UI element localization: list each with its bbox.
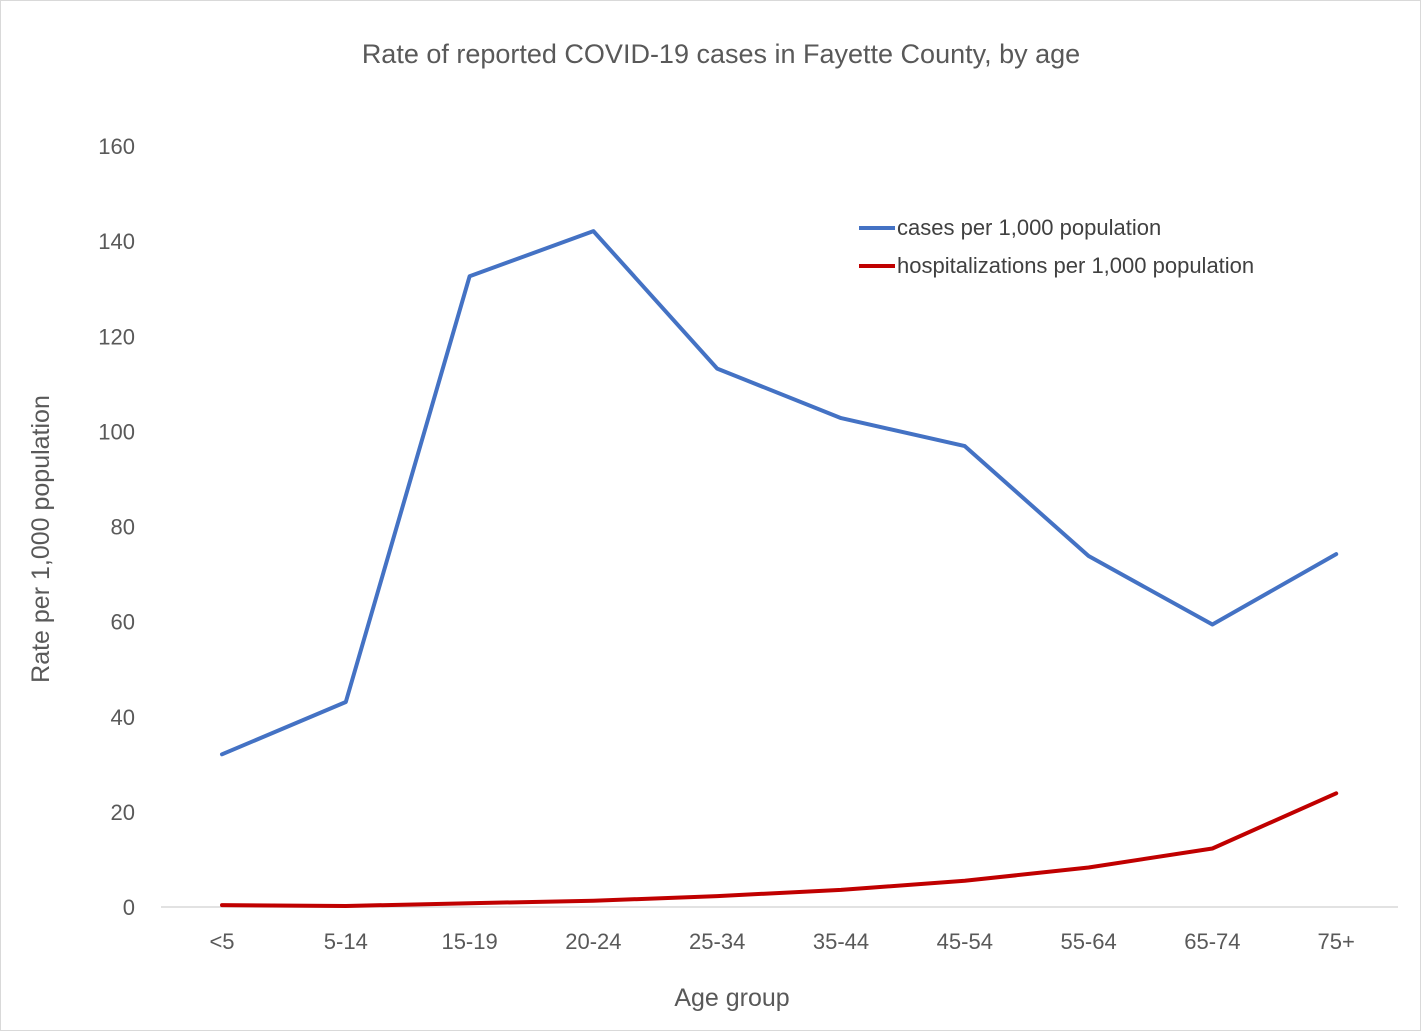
x-tick-label: 35-44 <box>813 929 869 954</box>
x-tick-label: 75+ <box>1318 929 1355 954</box>
x-axis-ticks: <5 5-14 15-19 20-24 25-34 35-44 45-54 55-64 65-7… <box>209 929 1354 954</box>
data-point-cases <box>1210 622 1214 626</box>
x-tick-label: 65-74 <box>1184 929 1240 954</box>
data-point-cases <box>715 367 719 371</box>
data-point-hospitalizations <box>839 888 843 892</box>
x-tick-label: 45-54 <box>937 929 993 954</box>
y-tick-label: 20 <box>111 800 135 825</box>
data-point-cases <box>963 444 967 448</box>
series-line-cases <box>220 229 1339 757</box>
x-tick-label: 25-34 <box>689 929 745 954</box>
x-tick-label: <5 <box>209 929 234 954</box>
x-tick-label: 20-24 <box>565 929 621 954</box>
data-point-cases <box>344 700 348 704</box>
legend: cases per 1,000 population hospitalizati… <box>859 215 1254 278</box>
y-tick-label: 60 <box>111 610 135 635</box>
series-lines <box>220 229 1339 908</box>
data-point-cases <box>220 752 224 756</box>
y-tick-label: 80 <box>111 515 135 540</box>
x-tick-label: 15-19 <box>441 929 497 954</box>
data-point-hospitalizations <box>715 894 719 898</box>
data-point-hospitalizations <box>1210 846 1214 850</box>
data-point-cases <box>468 274 472 278</box>
data-point-hospitalizations <box>1087 866 1091 870</box>
data-point-cases <box>1334 552 1338 556</box>
data-point-hospitalizations <box>591 899 595 903</box>
series-line-hospitalizations <box>220 791 1339 908</box>
y-tick-label: 0 <box>123 895 135 920</box>
data-point-hospitalizations <box>220 903 224 907</box>
data-point-hospitalizations <box>1334 791 1338 795</box>
y-tick-label: 40 <box>111 705 135 730</box>
data-point-cases <box>591 229 595 233</box>
x-tick-label: 55-64 <box>1060 929 1116 954</box>
x-axis-title: Age group <box>674 984 789 1012</box>
y-tick-label: 120 <box>98 324 135 349</box>
y-tick-label: 140 <box>98 229 135 254</box>
y-tick-label: 160 <box>98 134 135 159</box>
data-point-hospitalizations <box>468 901 472 905</box>
x-tick-label: 5-14 <box>324 929 368 954</box>
data-point-cases <box>839 416 843 420</box>
data-point-cases <box>1087 554 1091 558</box>
data-point-hospitalizations <box>344 904 348 908</box>
y-tick-label: 100 <box>98 419 135 444</box>
legend-label-cases: cases per 1,000 population <box>897 215 1161 240</box>
legend-label-hospitalizations: hospitalizations per 1,000 population <box>897 253 1254 278</box>
y-axis-ticks: 0 20 40 60 80 100 120 140 160 <box>98 134 135 920</box>
chart-title: Rate of reported COVID-19 cases in Fayet… <box>362 39 1080 69</box>
data-point-hospitalizations <box>963 879 967 883</box>
y-axis-title: Rate per 1,000 population <box>27 395 55 683</box>
